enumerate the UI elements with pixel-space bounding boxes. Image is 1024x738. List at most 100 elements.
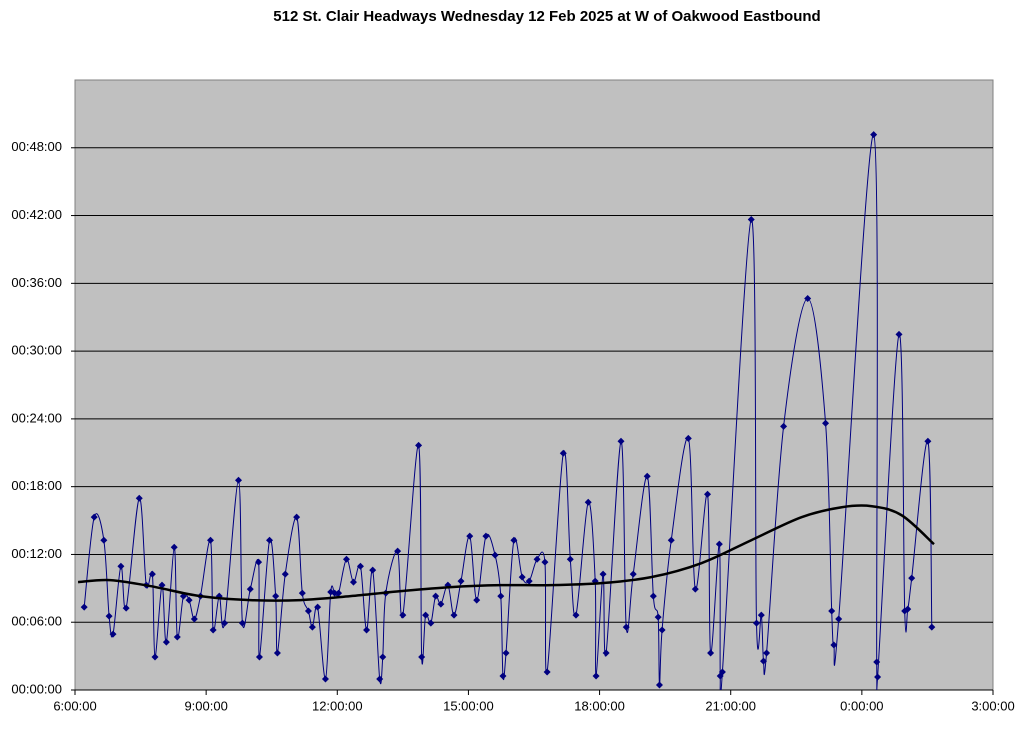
data-point: [331, 589, 339, 597]
data-point: [541, 558, 549, 566]
data-point: [873, 658, 881, 666]
y-tick-label: 00:18:00: [11, 478, 62, 493]
data-point: [928, 623, 936, 631]
y-tick-label: 00:42:00: [11, 207, 62, 222]
data-point: [691, 585, 699, 593]
data-point: [234, 476, 242, 484]
data-point: [100, 536, 108, 544]
data-point: [394, 547, 402, 555]
data-point: [314, 603, 322, 611]
data-point: [707, 649, 715, 657]
data-point: [466, 532, 474, 540]
data-point: [760, 657, 767, 665]
data-point: [80, 603, 88, 611]
data-point: [342, 555, 350, 563]
data-point: [667, 536, 675, 544]
data-point: [654, 613, 662, 621]
data-point: [293, 513, 301, 521]
data-point: [356, 562, 364, 570]
data-point: [502, 649, 510, 657]
data-point: [718, 668, 726, 676]
data-point: [432, 592, 440, 600]
data-point: [533, 555, 541, 563]
data-point: [599, 570, 607, 578]
x-tick-label: 0:00:00: [840, 698, 883, 713]
data-point: [704, 490, 712, 498]
data-point: [255, 558, 263, 566]
data-point: [753, 619, 761, 627]
data-point: [572, 611, 580, 619]
data-point: [617, 437, 625, 445]
data-point: [828, 607, 836, 615]
data-point: [173, 633, 181, 641]
chart-title: 512 St. Clair Headways Wednesday 12 Feb …: [273, 8, 820, 25]
data-point: [908, 574, 916, 582]
data-point: [499, 672, 507, 680]
data-point: [895, 330, 903, 338]
y-tick-label: 00:12:00: [11, 546, 62, 561]
data-point: [255, 653, 263, 661]
data-point: [415, 441, 423, 449]
data-point: [482, 532, 490, 540]
data-point: [298, 589, 306, 597]
data-point: [830, 641, 838, 649]
y-tick-label: 00:06:00: [11, 614, 62, 629]
data-point: [185, 596, 193, 604]
data-point: [321, 675, 329, 683]
data-point: [369, 566, 377, 574]
series-layer: [77, 131, 936, 690]
data-point: [763, 649, 771, 657]
x-tick-label: 12:00:00: [312, 698, 363, 713]
data-point: [379, 653, 387, 661]
data-point: [272, 592, 280, 600]
data-point: [510, 536, 518, 544]
data-point: [649, 592, 657, 600]
data-point: [622, 623, 630, 631]
data-point: [437, 600, 445, 608]
data-point: [418, 653, 426, 661]
data-point: [904, 605, 912, 613]
data-point: [399, 611, 407, 619]
data-point: [870, 131, 878, 139]
x-tick-label: 9:00:00: [184, 698, 227, 713]
data-point: [602, 649, 610, 657]
y-tick-label: 00:48:00: [11, 139, 62, 154]
data-point: [308, 623, 316, 631]
data-point: [246, 585, 254, 593]
data-point: [874, 673, 882, 681]
data-point: [266, 536, 274, 544]
y-tick-label: 00:30:00: [11, 343, 62, 358]
data-point: [209, 626, 217, 634]
data-point: [363, 626, 371, 634]
x-tick-label: 15:00:00: [443, 698, 494, 713]
data-point: [757, 611, 765, 619]
data-point: [835, 615, 843, 623]
data-point: [559, 449, 567, 457]
data-point: [543, 668, 551, 676]
data-point: [822, 419, 830, 427]
x-tick-label: 6:00:00: [53, 698, 96, 713]
data-point: [497, 592, 505, 600]
data-point: [643, 472, 651, 480]
data-point: [804, 294, 812, 302]
data-point: [924, 437, 932, 445]
data-point: [122, 604, 130, 612]
data-point: [190, 615, 198, 623]
data-point: [90, 513, 98, 521]
y-tick-label: 00:24:00: [11, 410, 62, 425]
data-point: [162, 638, 170, 646]
data-point: [148, 570, 156, 578]
data-point: [335, 589, 343, 597]
data-point: [518, 573, 526, 581]
data-point: [109, 630, 117, 638]
data-point: [151, 653, 159, 661]
x-tick-label: 3:00:00: [971, 698, 1014, 713]
series-line: [77, 504, 935, 602]
data-point: [105, 612, 113, 620]
data-point: [747, 216, 755, 224]
data-point: [584, 498, 592, 506]
data-point: [221, 619, 229, 627]
data-point: [658, 626, 666, 634]
data-point: [525, 577, 533, 585]
